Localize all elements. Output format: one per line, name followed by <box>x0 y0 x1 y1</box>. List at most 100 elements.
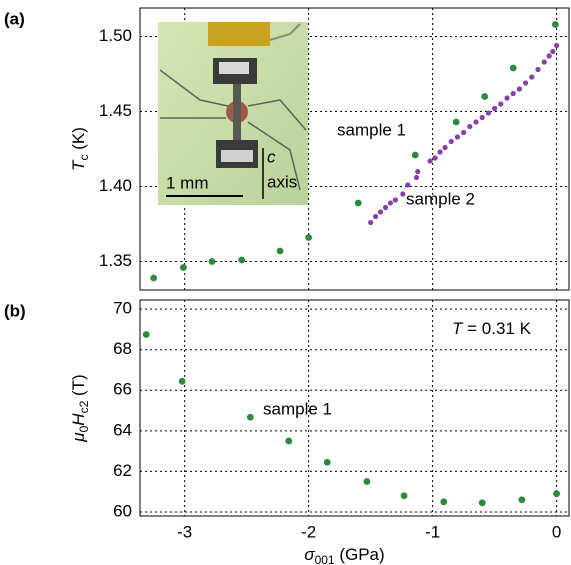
series-label: sample 1 <box>337 120 406 139</box>
panel-label: (a) <box>4 9 25 28</box>
data-point <box>554 42 560 49</box>
y-tick-label: 1.45 <box>99 101 132 120</box>
data-point <box>276 247 284 255</box>
y-axis-label: μ0Hc2 (T) <box>69 374 91 442</box>
data-point <box>400 492 408 500</box>
data-point <box>285 437 293 445</box>
data-point <box>368 219 374 226</box>
wire <box>247 99 307 131</box>
data-point <box>377 209 384 215</box>
data-point <box>551 21 559 28</box>
y-tick-label: 1.50 <box>99 26 132 45</box>
y-tick-label: 62 <box>113 461 132 480</box>
post <box>233 84 241 140</box>
y-tick-label: 1.40 <box>99 176 132 195</box>
scale-bar-label: 1 mm <box>166 173 209 192</box>
y-tick-label: 70 <box>113 299 132 318</box>
x-tick-label: 0 <box>552 522 561 541</box>
data-layer: 1.35 1.40 1.45 1.50 sample 1 sample 2 (a) Tc (K… <box>4 7 570 565</box>
data-point <box>467 123 473 130</box>
data-point <box>354 199 362 207</box>
data-point <box>442 144 448 151</box>
data-point <box>550 48 556 55</box>
data-point <box>208 258 216 265</box>
y-tick-label: 66 <box>113 380 132 399</box>
data-point <box>363 478 371 485</box>
data-point <box>382 204 389 211</box>
label-part: c <box>77 155 91 161</box>
data-point <box>432 155 438 161</box>
data-point <box>392 197 399 203</box>
label-part: (K) <box>69 127 88 154</box>
data-point <box>481 93 489 100</box>
data-point <box>179 264 187 271</box>
data-point <box>387 200 394 206</box>
x-tick-label: -1 <box>425 522 440 541</box>
plot-frame <box>139 299 570 517</box>
x-tick-label: -2 <box>301 522 316 541</box>
data-point <box>498 101 504 107</box>
data-point <box>427 158 433 164</box>
y-tick-label: 64 <box>113 420 132 439</box>
label-part: 001 <box>315 553 335 565</box>
label-part: T <box>452 319 464 338</box>
data-point <box>510 90 516 97</box>
data-point <box>546 53 552 59</box>
x-tick-label: -3 <box>177 522 192 541</box>
clamp-shine <box>219 62 249 74</box>
y-tick-label: 68 <box>113 339 132 358</box>
clamp-shine <box>221 150 253 162</box>
y-axis-label: Tc (K) <box>69 127 91 171</box>
data-point <box>437 149 443 155</box>
data-point <box>523 80 529 86</box>
data-point <box>509 64 517 72</box>
data-point <box>305 234 313 241</box>
axis-word: axis <box>267 172 297 191</box>
axis-symbol: c <box>267 147 276 166</box>
label-part: c2 <box>77 400 91 413</box>
inset-photo: 1 mm c axis <box>158 22 308 205</box>
data-point <box>553 490 561 498</box>
panel-label: (b) <box>4 301 26 320</box>
data-point <box>178 377 186 385</box>
data-point <box>448 138 454 145</box>
data-point <box>142 331 150 338</box>
data-point <box>323 458 331 466</box>
data-point <box>541 59 547 65</box>
label-part: = 0.31 K <box>462 319 531 338</box>
data-point <box>440 498 448 506</box>
data-point <box>238 256 246 264</box>
data-point <box>372 213 379 220</box>
label-part: μ <box>69 432 88 443</box>
label-part: H <box>69 413 88 426</box>
data-point <box>452 118 460 126</box>
label-part: σ <box>304 545 315 564</box>
wire <box>159 69 229 107</box>
data-point <box>454 134 461 140</box>
y-tick-label: 60 <box>113 501 132 520</box>
data-point <box>473 119 479 125</box>
series-label: sample 2 <box>406 189 475 208</box>
series-label: sample 1 <box>263 399 332 418</box>
data-point <box>518 496 526 504</box>
y-tick-label: 1.35 <box>99 251 132 270</box>
data-point <box>413 174 420 181</box>
data-point <box>461 129 467 136</box>
data-point <box>411 151 419 159</box>
data-point <box>246 413 254 421</box>
data-point <box>535 66 541 73</box>
label-part: 0 <box>77 425 91 432</box>
data-point <box>415 168 421 175</box>
gold-pad <box>208 22 270 46</box>
plot-frame <box>139 7 570 291</box>
data-point <box>504 95 510 101</box>
data-point <box>529 74 535 80</box>
data-point <box>150 274 158 282</box>
data-point <box>492 105 498 112</box>
data-point <box>400 191 406 197</box>
data-point <box>405 182 411 188</box>
annotation: T = 0.31 K <box>452 319 532 338</box>
data-point <box>516 86 523 92</box>
label-part: T <box>69 159 88 171</box>
